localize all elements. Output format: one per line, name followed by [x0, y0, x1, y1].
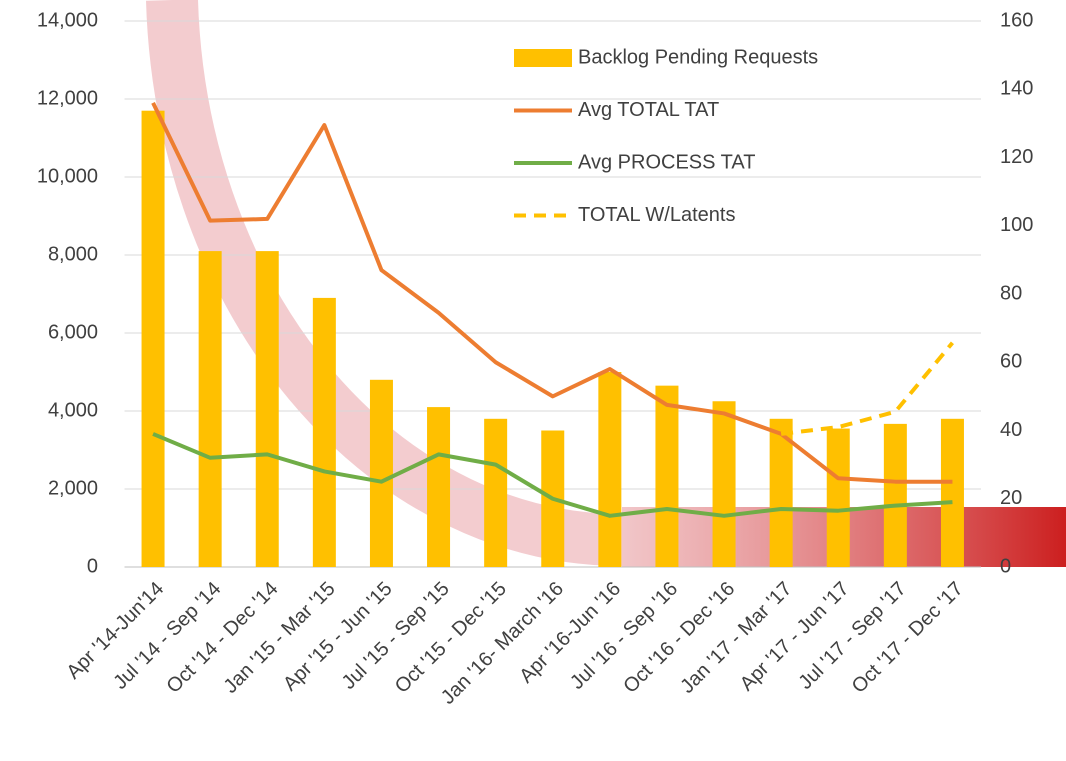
y-tick-label: 0: [87, 555, 98, 577]
bar: [142, 111, 165, 567]
y-tick-label: 6,000: [48, 321, 98, 343]
y2-tick-label: 100: [1000, 214, 1033, 236]
y2-tick-label: 140: [1000, 78, 1033, 100]
y2-tick-label: 20: [1000, 487, 1022, 509]
legend-label: Avg TOTAL TAT: [578, 99, 719, 121]
y-tick-label: 4,000: [48, 399, 98, 421]
bar: [827, 429, 850, 567]
bar: [313, 298, 336, 567]
bar: [713, 401, 736, 567]
legend-label: TOTAL W/Latents: [578, 204, 735, 226]
y2-tick-label: 0: [1000, 555, 1011, 577]
legend-label: Backlog Pending Requests: [578, 46, 818, 68]
y-tick-label: 14,000: [37, 9, 98, 31]
y2-tick-label: 120: [1000, 146, 1033, 168]
bar: [484, 419, 507, 567]
bar: [884, 424, 907, 567]
bar: [370, 380, 393, 567]
bar: [655, 386, 678, 567]
line: [781, 343, 952, 434]
bar: [598, 372, 621, 567]
y-tick-label: 10,000: [37, 165, 98, 187]
bar: [427, 407, 450, 567]
bar: [256, 251, 279, 567]
legend-swatch: [514, 49, 572, 67]
x-tick-label: Apr '16-Jun '16: [515, 578, 625, 688]
bar: [941, 419, 964, 567]
y2-tick-label: 80: [1000, 282, 1022, 304]
y-tick-label: 8,000: [48, 243, 98, 265]
x-tick-label: Apr '14-Jun'14: [62, 578, 168, 684]
y2-tick-label: 40: [1000, 419, 1022, 441]
y-tick-label: 12,000: [37, 87, 98, 109]
y2-tick-label: 60: [1000, 351, 1022, 373]
legend-label: Avg PROCESS TAT: [578, 151, 755, 173]
bar: [199, 251, 222, 567]
chart: 0 2,000 4,000 6,000 8,000 10,000 12,000 14,000 0…: [0, 0, 1066, 761]
y-tick-label: 2,000: [48, 477, 98, 499]
y2-tick-label: 160: [1000, 9, 1033, 31]
